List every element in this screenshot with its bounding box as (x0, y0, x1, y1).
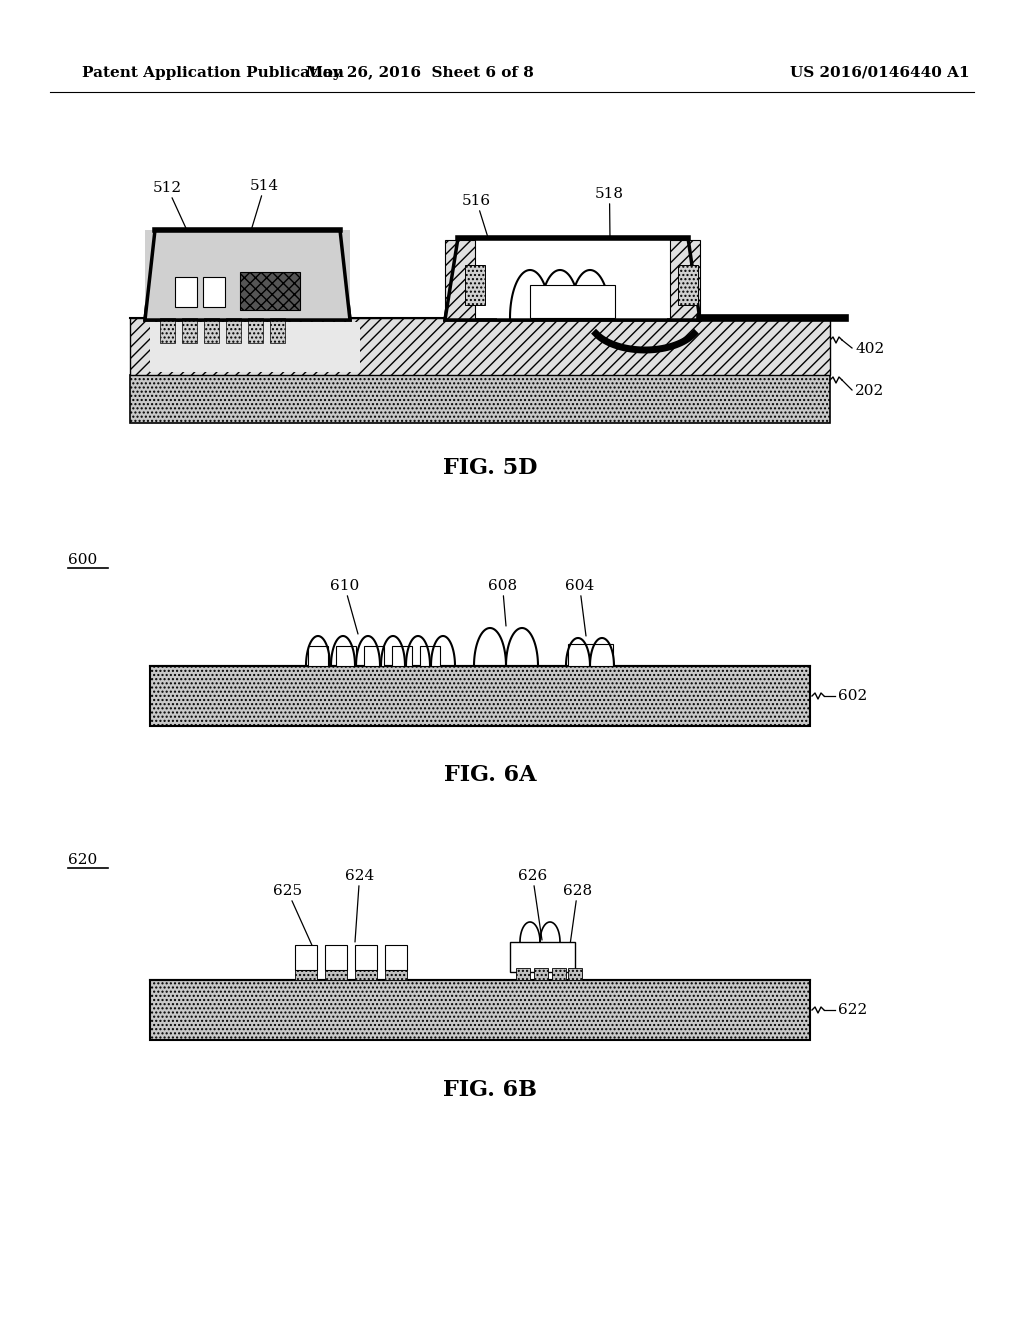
Text: 610: 610 (330, 579, 359, 634)
Text: US 2016/0146440 A1: US 2016/0146440 A1 (790, 66, 970, 81)
Bar (150, 322, 360, 372)
Bar (678, 265, 698, 305)
Text: 602: 602 (838, 689, 867, 704)
Bar (568, 968, 582, 979)
Bar (385, 945, 407, 970)
Bar (204, 318, 219, 343)
Bar (240, 272, 300, 310)
Bar (150, 667, 810, 726)
Bar (392, 645, 412, 667)
Text: 600: 600 (68, 553, 97, 568)
Text: FIG. 6B: FIG. 6B (443, 1078, 537, 1101)
Text: 512: 512 (153, 181, 190, 238)
Bar (516, 968, 530, 979)
Text: 514: 514 (250, 180, 280, 234)
Text: FIG. 6A: FIG. 6A (443, 764, 537, 785)
Bar (465, 265, 485, 305)
Text: 625: 625 (273, 884, 315, 952)
Bar (325, 968, 347, 979)
Bar (552, 968, 566, 979)
Bar (497, 255, 667, 319)
Bar (175, 277, 197, 308)
Bar (150, 979, 810, 1040)
Bar (295, 945, 317, 970)
Polygon shape (145, 230, 350, 319)
Text: FIG. 5D: FIG. 5D (442, 457, 538, 479)
Text: May 26, 2016  Sheet 6 of 8: May 26, 2016 Sheet 6 of 8 (306, 66, 534, 81)
Text: 518: 518 (595, 187, 624, 240)
Bar (325, 945, 347, 970)
Polygon shape (445, 238, 700, 319)
Bar (248, 318, 263, 343)
Text: 624: 624 (345, 869, 374, 942)
Bar (534, 968, 548, 979)
Bar (270, 318, 285, 343)
Bar (145, 230, 350, 319)
Bar (355, 968, 377, 979)
Bar (510, 942, 575, 972)
Text: 622: 622 (838, 1003, 867, 1016)
Bar (420, 645, 440, 667)
Text: 402: 402 (855, 342, 885, 356)
Text: 620: 620 (68, 853, 97, 867)
Text: 608: 608 (488, 579, 517, 626)
Bar (308, 645, 328, 667)
Bar (130, 318, 830, 375)
Bar (182, 318, 197, 343)
Text: 604: 604 (565, 579, 594, 636)
Bar (670, 240, 700, 319)
Text: 516: 516 (462, 194, 492, 244)
Bar (203, 277, 225, 308)
Bar (385, 968, 407, 979)
Bar (226, 318, 241, 343)
Text: 628: 628 (563, 884, 592, 945)
Bar (445, 240, 475, 319)
Text: 626: 626 (518, 869, 547, 940)
Bar (530, 285, 615, 318)
Text: 202: 202 (855, 384, 885, 399)
Bar (160, 318, 175, 343)
Bar (355, 945, 377, 970)
Bar (364, 645, 384, 667)
Bar (336, 645, 356, 667)
Bar (568, 644, 613, 667)
Bar (295, 968, 317, 979)
Bar (130, 375, 830, 422)
Text: Patent Application Publication: Patent Application Publication (82, 66, 344, 81)
